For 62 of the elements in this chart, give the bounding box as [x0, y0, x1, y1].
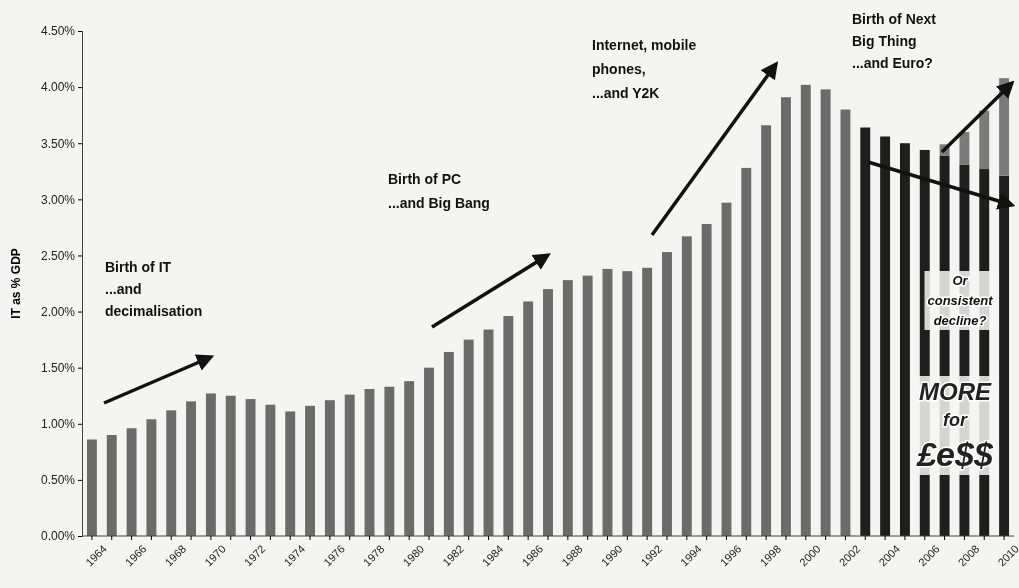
bar — [761, 125, 772, 536]
bar — [166, 410, 177, 536]
y-tick-label: 1.50% — [40, 361, 76, 376]
annotation: Or consistent decline? — [927, 273, 994, 328]
annotation: Internet, mobile phones, ...and Y2K — [592, 37, 697, 101]
bar — [562, 280, 573, 536]
bar — [364, 388, 375, 536]
bar — [741, 167, 752, 536]
bar — [245, 399, 256, 536]
bar — [840, 109, 851, 536]
bar — [602, 268, 613, 536]
bar — [404, 381, 415, 536]
bar — [979, 110, 990, 170]
bar — [860, 127, 871, 536]
bar — [285, 411, 296, 536]
bar — [106, 435, 117, 536]
y-tick-label: 0.50% — [40, 473, 76, 488]
bar — [880, 136, 891, 536]
bar — [483, 329, 494, 536]
y-tick-label: 3.50% — [40, 136, 76, 151]
bar — [305, 405, 315, 536]
y-tick-label: 4.00% — [40, 80, 76, 95]
bar — [126, 428, 137, 536]
bar — [86, 439, 97, 536]
bar — [899, 143, 910, 536]
annotation: Birth of IT ...and decimalisation — [105, 259, 203, 319]
bar — [959, 132, 970, 165]
y-tick-label: 2.00% — [40, 304, 76, 319]
bar — [424, 367, 434, 536]
bar — [820, 89, 831, 536]
bar — [225, 395, 236, 536]
bar — [781, 97, 791, 536]
bar — [463, 339, 474, 536]
bar — [186, 401, 197, 536]
bar — [384, 386, 395, 536]
bar — [681, 236, 692, 536]
bar — [205, 393, 216, 536]
bar — [344, 394, 355, 536]
y-tick-label: 3.00% — [40, 192, 76, 207]
annotation: Birth of Next Big Thing ...and Euro? — [852, 11, 937, 71]
y-tick-label: 1.00% — [40, 417, 76, 432]
bar — [324, 400, 335, 536]
bar — [146, 419, 157, 536]
bar — [662, 252, 672, 536]
bar — [622, 271, 633, 536]
bar — [721, 202, 732, 536]
y-tick-label: 2.50% — [40, 248, 76, 263]
annotation: MORE for £e$$ — [916, 378, 994, 473]
y-axis-title: IT as % GDP — [9, 248, 23, 319]
y-tick-label: 4.50% — [40, 24, 76, 39]
bar — [523, 301, 534, 536]
annotation: Birth of PC ...and Big Bang — [388, 171, 490, 211]
bar — [503, 316, 514, 536]
bar — [582, 275, 593, 536]
bar — [999, 175, 1010, 536]
bar — [642, 267, 653, 536]
bar — [443, 351, 454, 536]
y-tick-label: 0.00% — [40, 529, 76, 544]
bar — [800, 84, 811, 536]
bar — [701, 224, 712, 536]
bar — [265, 404, 276, 536]
bar — [543, 289, 553, 536]
